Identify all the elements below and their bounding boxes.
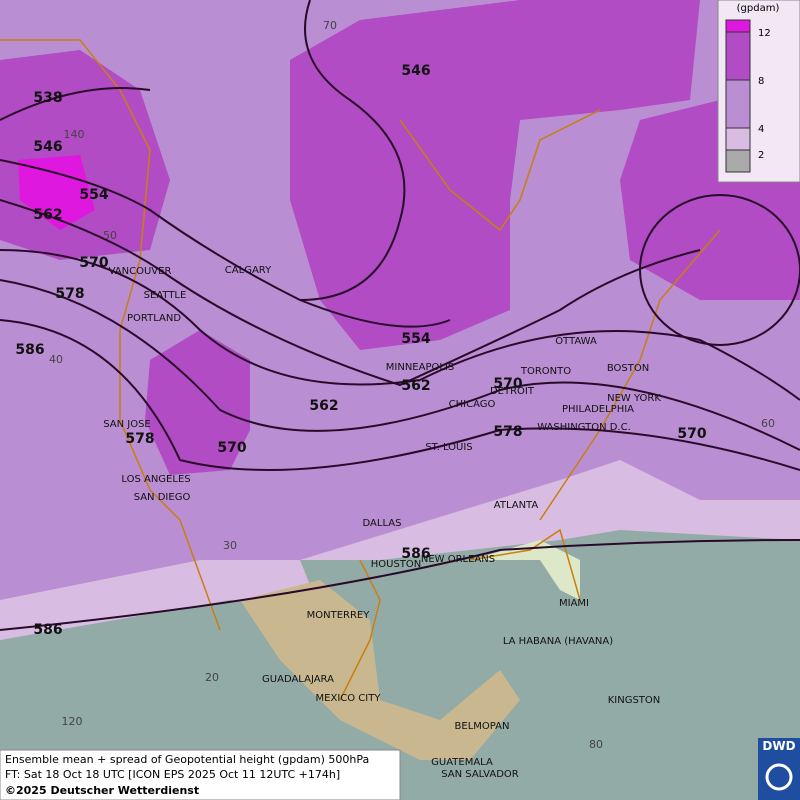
contour-label: 570 bbox=[217, 440, 246, 456]
contour bbox=[639, 194, 800, 346]
city-label: PORTLAND bbox=[127, 313, 181, 324]
contour bbox=[0, 539, 800, 631]
graticule-label: 60 bbox=[761, 417, 775, 430]
city-label: OTTAWA bbox=[555, 336, 597, 347]
city-label: LOS ANGELES bbox=[121, 474, 190, 485]
contour-label: 546 bbox=[33, 139, 62, 155]
high-spread bbox=[290, 0, 700, 350]
city-label: NEW ORLEANS bbox=[421, 554, 495, 565]
contour-label: 562 bbox=[401, 378, 430, 394]
contour-label: 538 bbox=[33, 90, 62, 106]
contour-label: 578 bbox=[493, 424, 522, 440]
contour bbox=[299, 0, 406, 301]
city-label: ST. LOUIS bbox=[425, 442, 472, 453]
graticule-label: 140 bbox=[64, 128, 85, 141]
contour bbox=[0, 319, 800, 471]
city-label: NEW YORK bbox=[607, 393, 661, 404]
city-label: SAN DIEGO bbox=[134, 492, 191, 503]
contour-label: 562 bbox=[309, 398, 338, 414]
contour bbox=[0, 159, 451, 328]
contour-label: 554 bbox=[79, 187, 108, 203]
city-label: DETROIT bbox=[490, 386, 535, 397]
land-mexico bbox=[240, 580, 520, 760]
city-label: MEXICO CITY bbox=[316, 693, 382, 704]
legend-tick: 4 bbox=[758, 124, 764, 135]
contour-label: 586 bbox=[33, 622, 62, 638]
low-spread bbox=[0, 560, 320, 640]
city-label: PHILADELPHIA bbox=[562, 404, 634, 415]
city-label: CALGARY bbox=[225, 265, 272, 276]
city-label: MIAMI bbox=[559, 598, 589, 609]
city-label: VANCOUVER bbox=[109, 266, 172, 277]
city-label: DALLAS bbox=[363, 518, 402, 529]
contour bbox=[0, 249, 800, 401]
contour-label: 570 bbox=[493, 376, 522, 392]
contour-label: 578 bbox=[55, 286, 84, 302]
logo: DWD bbox=[758, 738, 800, 800]
contour bbox=[0, 87, 151, 121]
contour-label: 586 bbox=[15, 342, 44, 358]
contour-label: 586 bbox=[401, 546, 430, 562]
city-label: BOSTON bbox=[607, 363, 649, 374]
city-label: HOUSTON bbox=[371, 559, 422, 570]
city-label: CHICAGO bbox=[449, 399, 496, 410]
graticule-label: 80 bbox=[589, 738, 603, 751]
legend-title: (gpdam) bbox=[737, 3, 780, 14]
graticule-label: 20 bbox=[205, 671, 219, 684]
legend: (gpdam) 12 8 4 2 bbox=[717, 0, 800, 183]
city-label: MINNEAPOLIS bbox=[386, 362, 454, 373]
footer-line: Ensemble mean + spread of Geopotential h… bbox=[5, 753, 369, 766]
city-label: TORONTO bbox=[520, 366, 571, 377]
city-label: GUATEMALA bbox=[431, 757, 493, 768]
contour bbox=[0, 199, 701, 387]
contour-label: 570 bbox=[677, 426, 706, 442]
city-label: BELMOPAN bbox=[455, 721, 510, 732]
contour-label: 570 bbox=[79, 255, 108, 271]
footer-line: ©2025 Deutscher Wetterdienst bbox=[5, 784, 199, 797]
city-label: MONTERREY bbox=[307, 610, 371, 621]
graticule-label: 70 bbox=[323, 19, 337, 32]
logo-text: DWD bbox=[762, 739, 795, 753]
city-label: WASHINGTON D.C. bbox=[537, 422, 631, 433]
city-label: SAN JOSE bbox=[103, 419, 151, 430]
legend-tick: 2 bbox=[758, 150, 764, 161]
city-label: ATLANTA bbox=[494, 500, 539, 511]
graticule-label: 50 bbox=[103, 229, 117, 242]
graticule-label: 40 bbox=[49, 353, 63, 366]
contour-label: 562 bbox=[33, 207, 62, 223]
labels: 538 546 554 562 570 578 586 546 554 562 562 570 578 5… bbox=[15, 19, 775, 780]
city-label: LA HABANA (HAVANA) bbox=[503, 636, 613, 647]
city-label: SEATTLE bbox=[144, 290, 187, 301]
legend-tick: 8 bbox=[758, 76, 764, 87]
city-label: KINGSTON bbox=[608, 695, 661, 706]
high-spread bbox=[145, 330, 250, 475]
contour-label: 578 bbox=[125, 431, 154, 447]
coastline bbox=[0, 39, 721, 701]
footer-line: FT: Sat 18 Oct 18 UTC [ICON EPS 2025 Oct… bbox=[5, 768, 340, 781]
graticule-label: 30 bbox=[223, 539, 237, 552]
contour-label: 554 bbox=[401, 331, 430, 347]
city-label: SAN SALVADOR bbox=[441, 769, 518, 780]
graticule-label: 120 bbox=[62, 715, 83, 728]
footer: Ensemble mean + spread of Geopotential h… bbox=[0, 749, 401, 800]
contour bbox=[0, 279, 800, 451]
contour-label: 546 bbox=[401, 63, 430, 79]
legend-tick: 12 bbox=[758, 28, 771, 39]
city-label: GUADALAJARA bbox=[262, 674, 334, 685]
